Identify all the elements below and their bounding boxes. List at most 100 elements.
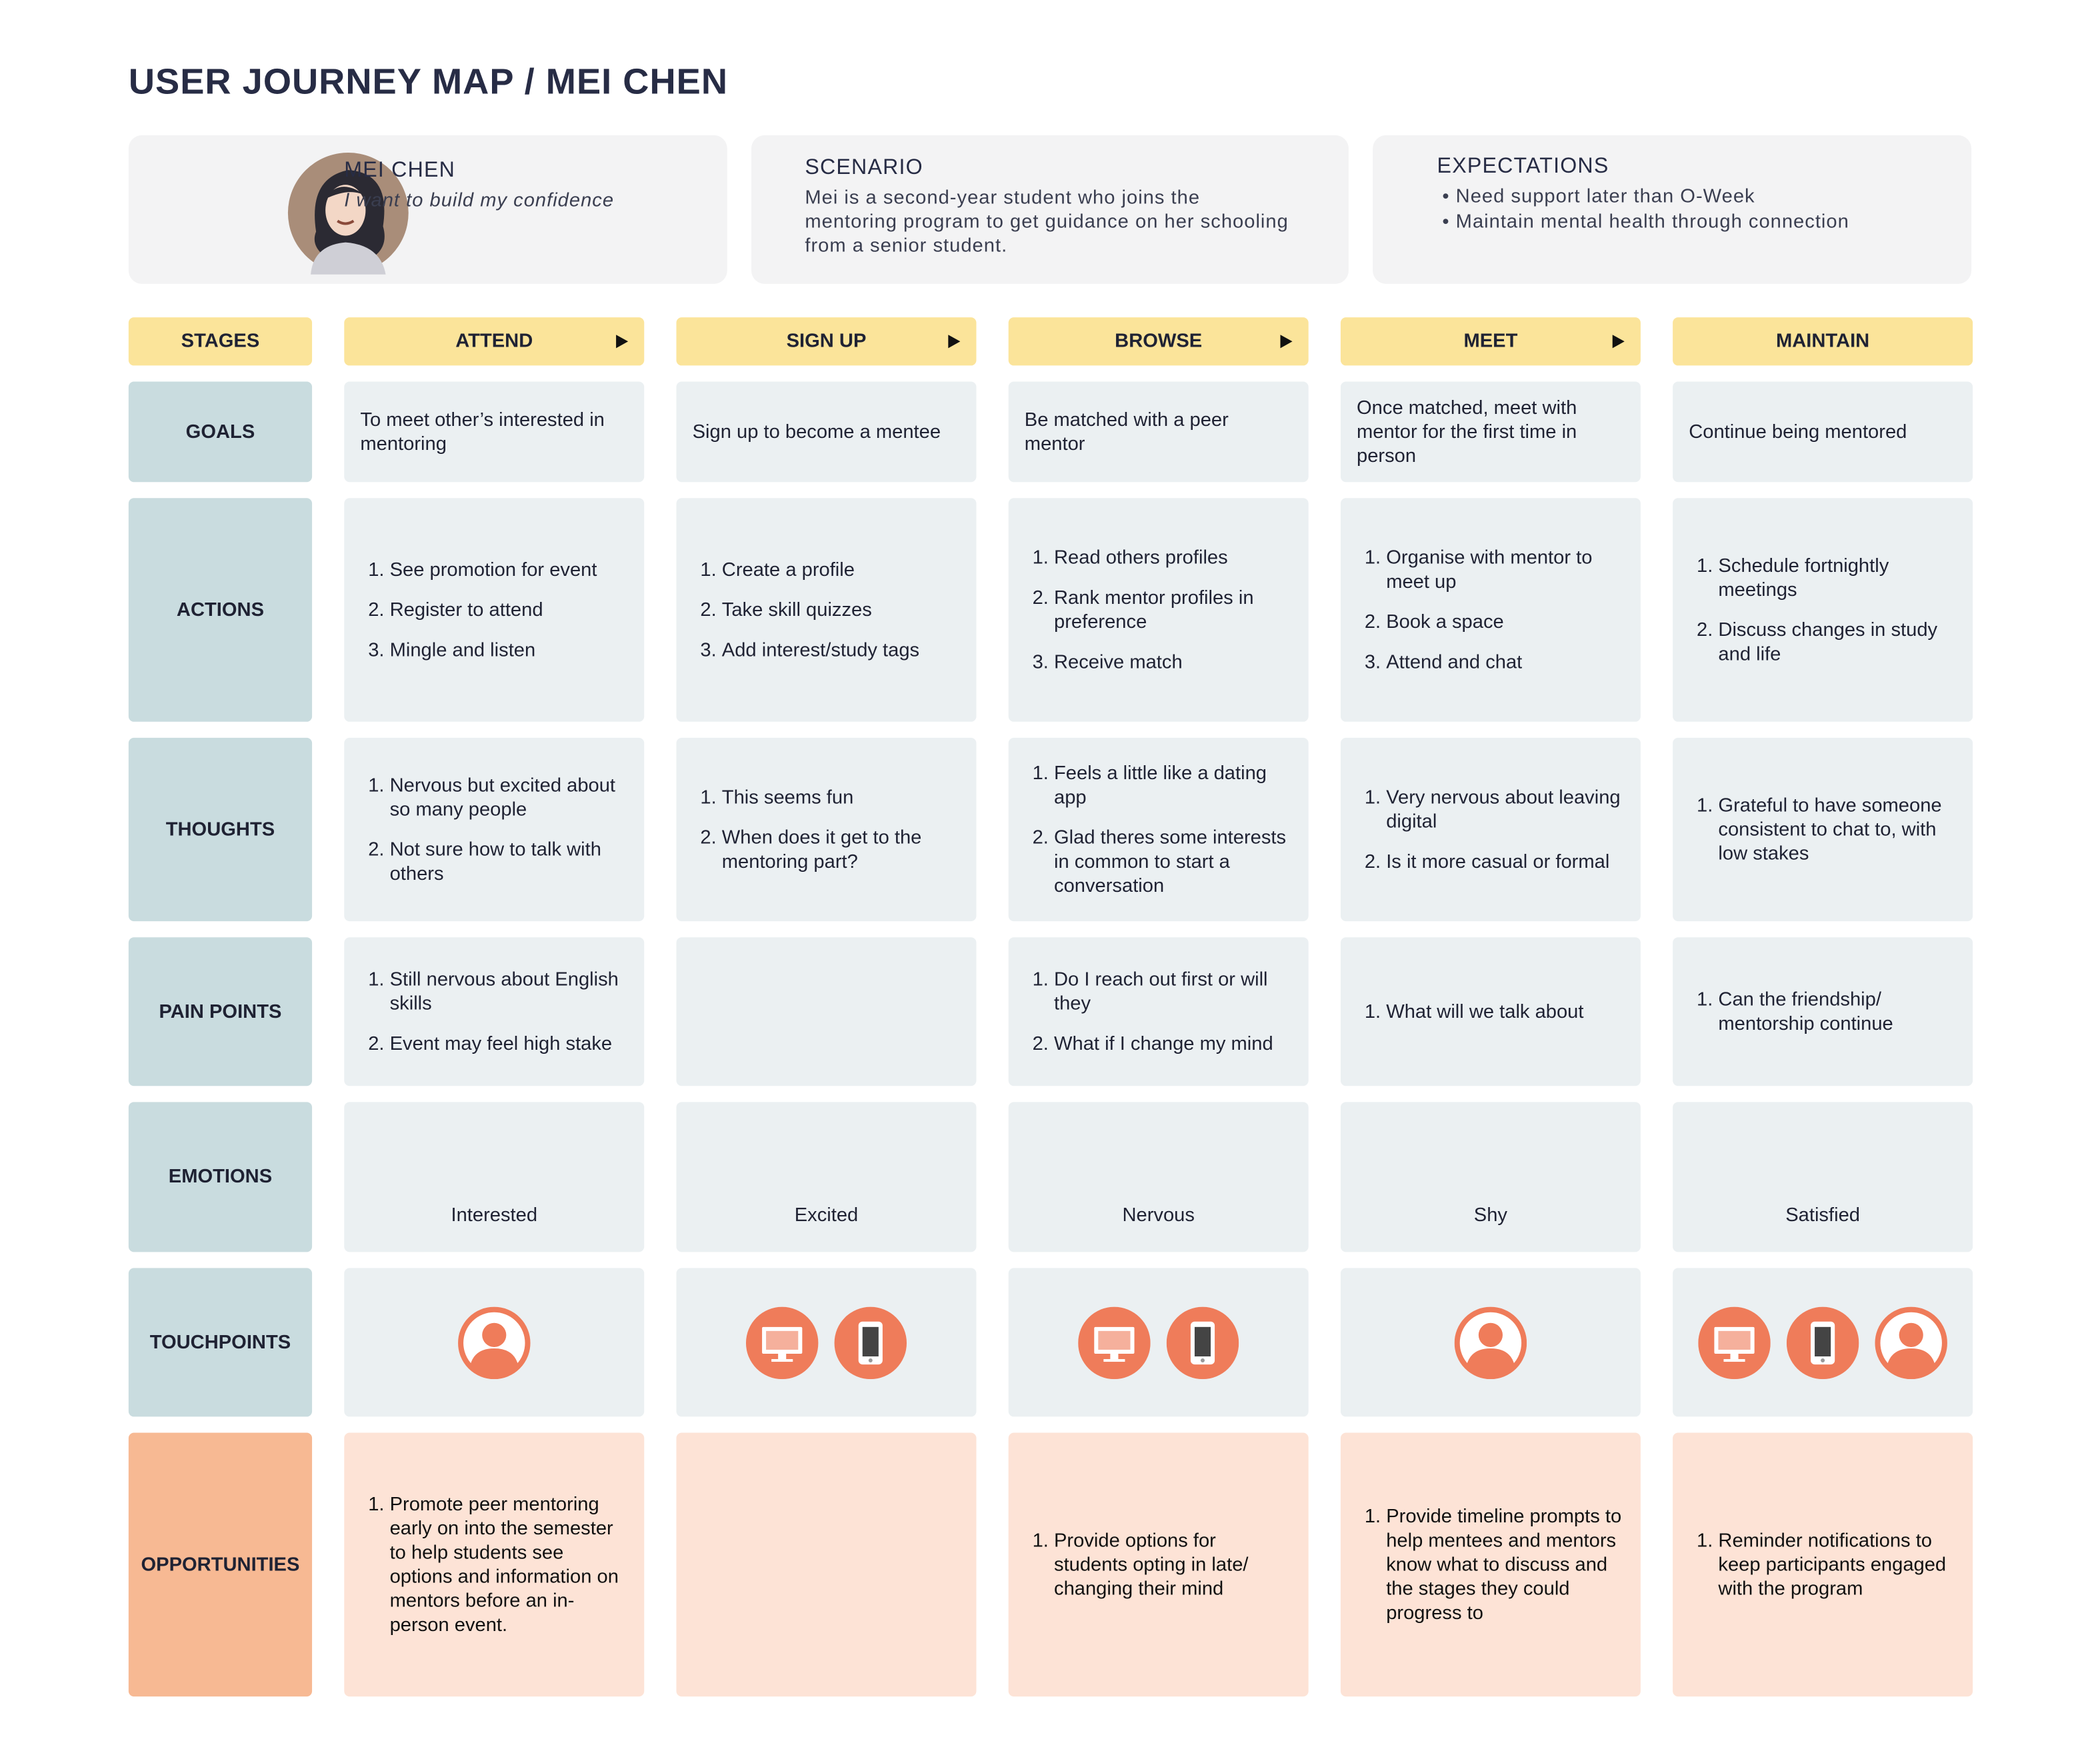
cell-list: Nervous but excited about so many people… [360,773,628,886]
journey-cell: Still nervous about English skills Event … [344,937,645,1086]
row-label: EMOTIONS [128,1102,313,1252]
avatar [287,153,409,275]
journey-cell: Read others profiles Rank mentor profiles… [1008,498,1309,722]
expectations-list: Need support later than O-WeekMaintain m… [1437,185,1907,235]
journey-cell: Once matched, meet with mentor for the f… [1340,381,1641,483]
touchpoint-icon [1166,1306,1239,1379]
touchpoint-icon [1875,1306,1947,1379]
stage-header: BROWSE [1008,317,1309,366]
cell-text: Shy [1473,1205,1508,1227]
list-item: Provide options for students opting in l… [1054,1528,1293,1600]
row-label: GOALS [128,381,313,483]
touchpoint-icon [458,1306,531,1379]
journey-grid: STAGES ATTEND SIGN UP BROWSE MEET MAINTAIN GOA… [128,317,1973,1697]
row-label: TOUCHPOINTS [128,1268,313,1417]
list-item: Is it more casual or formal [1386,850,1625,874]
list-item: Very nervous about leaving digital [1386,785,1625,833]
list-item: Create a profile [722,558,919,582]
touchpoint-icon [1078,1306,1151,1379]
cell-list: Do I reach out first or will they What if… [1025,967,1293,1056]
list-item: Take skill quizzes [722,598,919,622]
cell-text: Satisfied [1785,1205,1860,1227]
stage-header: MAINTAIN [1673,317,1973,366]
touchpoint-icon [834,1306,907,1379]
persona-name: MEI CHEN [344,159,456,183]
list-item: This seems fun [722,785,961,809]
stage-header: MEET [1340,317,1641,366]
stage-arrow [1280,335,1293,349]
list-item: Grateful to have someone consistent to c… [1718,793,1957,865]
list-item: Attend and chat [1386,650,1625,674]
stage-header: ATTEND [344,317,645,366]
touchpoint-cell [1008,1268,1309,1417]
journey-cell: Grateful to have someone consistent to c… [1673,737,1973,922]
journey-cell: Be matched with a peer mentor [1008,381,1309,483]
touchpoint-cell [676,1268,977,1417]
row-label: THOUGHTS [128,737,313,922]
expectation-item: Need support later than O-Week [1456,185,1907,210]
list-item: Register to attend [390,598,597,622]
journey-cell [676,937,977,1086]
journey-cell: Nervous [1008,1102,1309,1252]
journey-cell: Continue being mentored [1673,381,1973,483]
list-item: Reminder notifications to keep participa… [1718,1528,1957,1600]
list-item: Provide timeline prompts to help mentees… [1386,1504,1625,1625]
scenario-card: SCENARIO Mei is a second-year student wh… [751,135,1349,284]
list-item: What if I change my mind [1054,1032,1293,1056]
cell-list: Create a profile Take skill quizzes Add in… [693,558,919,663]
cell-list: Provide options for students opting in l… [1025,1528,1293,1600]
journey-cell: Interested [344,1102,645,1252]
stage-header: SIGN UP [676,317,977,366]
list-item: Read others profiles [1054,546,1293,570]
cell-list: See promotion for event Register to atten… [360,558,597,663]
persona-quote: I want to build my confidence [344,190,615,212]
cell-text: Continue being mentored [1689,421,1907,443]
touchpoint-cell [344,1268,645,1417]
cell-list: Very nervous about leaving digital Is it … [1357,785,1625,874]
list-item: Nervous but excited about so many people [390,773,629,821]
cell-text: Be matched with a peer mentor [1024,409,1229,455]
cell-text: Once matched, meet with mentor for the f… [1357,397,1577,467]
row-label: OPPORTUNITIES [128,1432,313,1697]
list-item: Can the friendship/ mentorship continue [1718,988,1957,1036]
journey-cell: To meet other’s interested in mentoring [344,381,645,483]
journey-cell: Reminder notifications to keep participa… [1673,1432,1973,1697]
touchpoint-icon [1454,1306,1527,1379]
journey-cell: Do I reach out first or will they What if… [1008,937,1309,1086]
cell-text: Interested [451,1205,538,1227]
page-title: USER JOURNEY MAP / MEI CHEN [128,61,729,102]
list-item: Discuss changes in study and life [1718,618,1957,666]
cell-list: Promote peer mentoring early on into the… [360,1492,628,1637]
stage-arrow [1612,335,1625,349]
cell-list: Grateful to have someone consistent to c… [1689,793,1957,865]
journey-cell: Satisfied [1673,1102,1973,1252]
cell-list: Organise with mentor to meet up Book a sp… [1357,546,1625,675]
touchpoint-icon [745,1306,819,1379]
journey-cell: Can the friendship/ mentorship continue [1673,937,1973,1086]
list-item: Event may feel high stake [390,1032,629,1056]
journey-cell: Nervous but excited about so many people… [344,737,645,922]
journey-cell: Schedule fortnightly meetings Discuss cha… [1673,498,1973,722]
journey-cell: Provide timeline prompts to help mentees… [1340,1432,1641,1697]
cell-list: Can the friendship/ mentorship continue [1689,988,1957,1036]
scenario-heading: SCENARIO [805,157,923,180]
list-item: Glad theres some interests in common to … [1054,825,1293,897]
touchpoint-cell [1340,1268,1641,1417]
stage-arrow [948,335,961,349]
journey-cell: Feels a little like a dating app Glad the… [1008,737,1309,922]
list-item: Mingle and listen [390,638,597,662]
cell-list: Still nervous about English skills Event … [360,967,628,1056]
journey-cell: Create a profile Take skill quizzes Add in… [676,498,977,722]
journey-cell: Very nervous about leaving digital Is it … [1340,737,1641,922]
journey-cell: Promote peer mentoring early on into the… [344,1432,645,1697]
journey-cell: Provide options for students opting in l… [1008,1432,1309,1697]
cell-list: Read others profiles Rank mentor profiles… [1025,546,1293,675]
cell-text: Nervous [1122,1205,1195,1227]
stages-label: STAGES [128,317,313,366]
list-item: Receive match [1054,650,1293,674]
cell-text: Excited [794,1205,859,1227]
cell-list: What will we talk about [1357,1000,1583,1024]
cell-list: Reminder notifications to keep participa… [1689,1528,1957,1600]
cell-list: Provide timeline prompts to help mentees… [1357,1504,1625,1625]
